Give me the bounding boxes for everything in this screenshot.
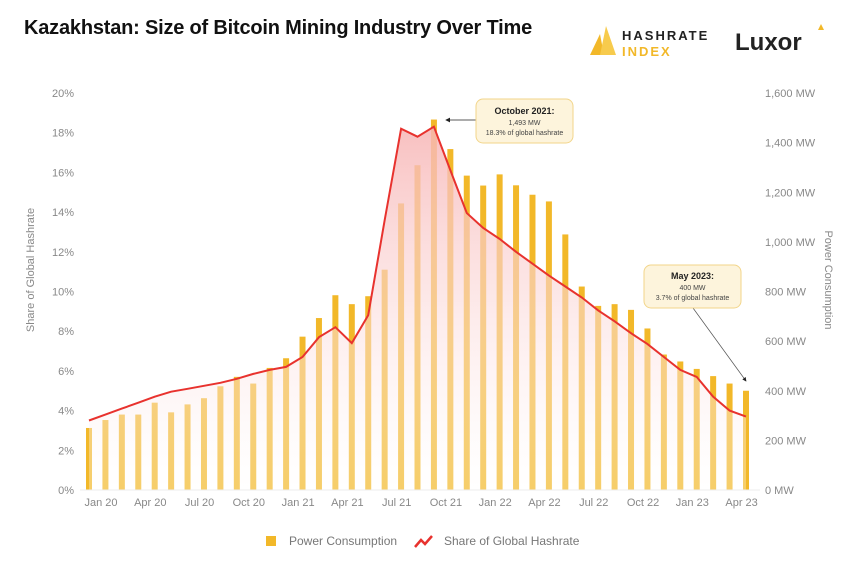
hashrate-area [89,126,746,490]
right-tick-label: 1,000 MW [765,237,816,249]
hashrate-index-logo-text: HASHRATE [622,28,709,43]
hashrate-index-logo: HASHRATE INDEX [590,26,709,59]
left-tick-label: 20% [52,88,74,100]
annotation-title: May 2023: [671,271,714,281]
x-tick-label: Jul 21 [382,497,411,509]
x-tick-label: Apr 20 [134,497,166,509]
legend: Power Consumption Share of Global Hashra… [266,534,580,548]
luxor-logo: Luxor [735,24,824,56]
annotation-text: 1,493 MW [509,120,541,127]
legend-swatch-hashrate [414,535,433,548]
right-tick-label: 1,400 MW [765,138,816,150]
left-tick-label: 2% [58,445,74,457]
hashrate-index-logo-text2: INDEX [622,44,672,59]
annotation-may-2023: May 2023: 400 MW 3.7% of global hashrate [643,264,747,382]
annotation-text: 400 MW [679,285,705,292]
left-tick-label: 10% [52,287,74,299]
x-tick-label: Jan 20 [84,497,117,509]
annotation-text: 3.7% of global hashrate [656,295,730,302]
x-tick-label: Jan 23 [676,497,709,509]
left-tick-label: 12% [52,247,74,259]
right-tick-label: 1,600 MW [765,88,816,100]
annotation-oct-2021: October 2021: 1,493 MW 18.3% of global h… [445,98,574,144]
x-tick-label: Jul 20 [185,497,214,509]
annotation-box [643,264,742,309]
left-tick-label: 18% [52,128,74,140]
left-tick-label: 0% [58,485,74,497]
x-tick-label: Apr 21 [331,497,363,509]
x-tick-label: Oct 20 [233,497,265,509]
right-axis-label: Power Consumption [822,230,834,329]
annotation-title: October 2021: [494,106,554,116]
x-tick-label: Jan 21 [282,497,315,509]
right-tick-label: 1,200 MW [765,187,816,199]
left-axis-label: Share of Global Hashrate [25,208,37,332]
left-tick-label: 4% [58,406,74,418]
x-tick-label: Jul 22 [579,497,608,509]
right-tick-label: 0 MW [765,485,794,497]
x-tick-label: Apr 22 [528,497,560,509]
legend-label-hashrate: Share of Global Hashrate [444,534,580,548]
legend-swatch-power [266,536,276,546]
x-tick-label: Apr 23 [725,497,757,509]
hashrate-line [88,125,747,422]
annotation-text: 18.3% of global hashrate [486,130,564,137]
left-tick-label: 16% [52,167,74,179]
right-tick-label: 600 MW [765,336,807,348]
x-tick-label: Oct 22 [627,497,659,509]
chart-title: Kazakhstan: Size of Bitcoin Mining Indus… [24,17,533,39]
svg-text:Luxor: Luxor [735,29,802,56]
left-tick-label: 8% [58,326,74,338]
legend-label-power: Power Consumption [289,534,397,548]
x-tick-label: Oct 21 [430,497,462,509]
x-tick-label: Jan 22 [479,497,512,509]
right-tick-label: 200 MW [765,435,807,447]
right-tick-label: 800 MW [765,287,807,299]
annotation-box [475,98,574,144]
left-tick-label: 6% [58,366,74,378]
right-tick-label: 400 MW [765,386,807,398]
left-tick-label: 14% [52,207,74,219]
logos: HASHRATE INDEX Luxor [590,24,824,59]
